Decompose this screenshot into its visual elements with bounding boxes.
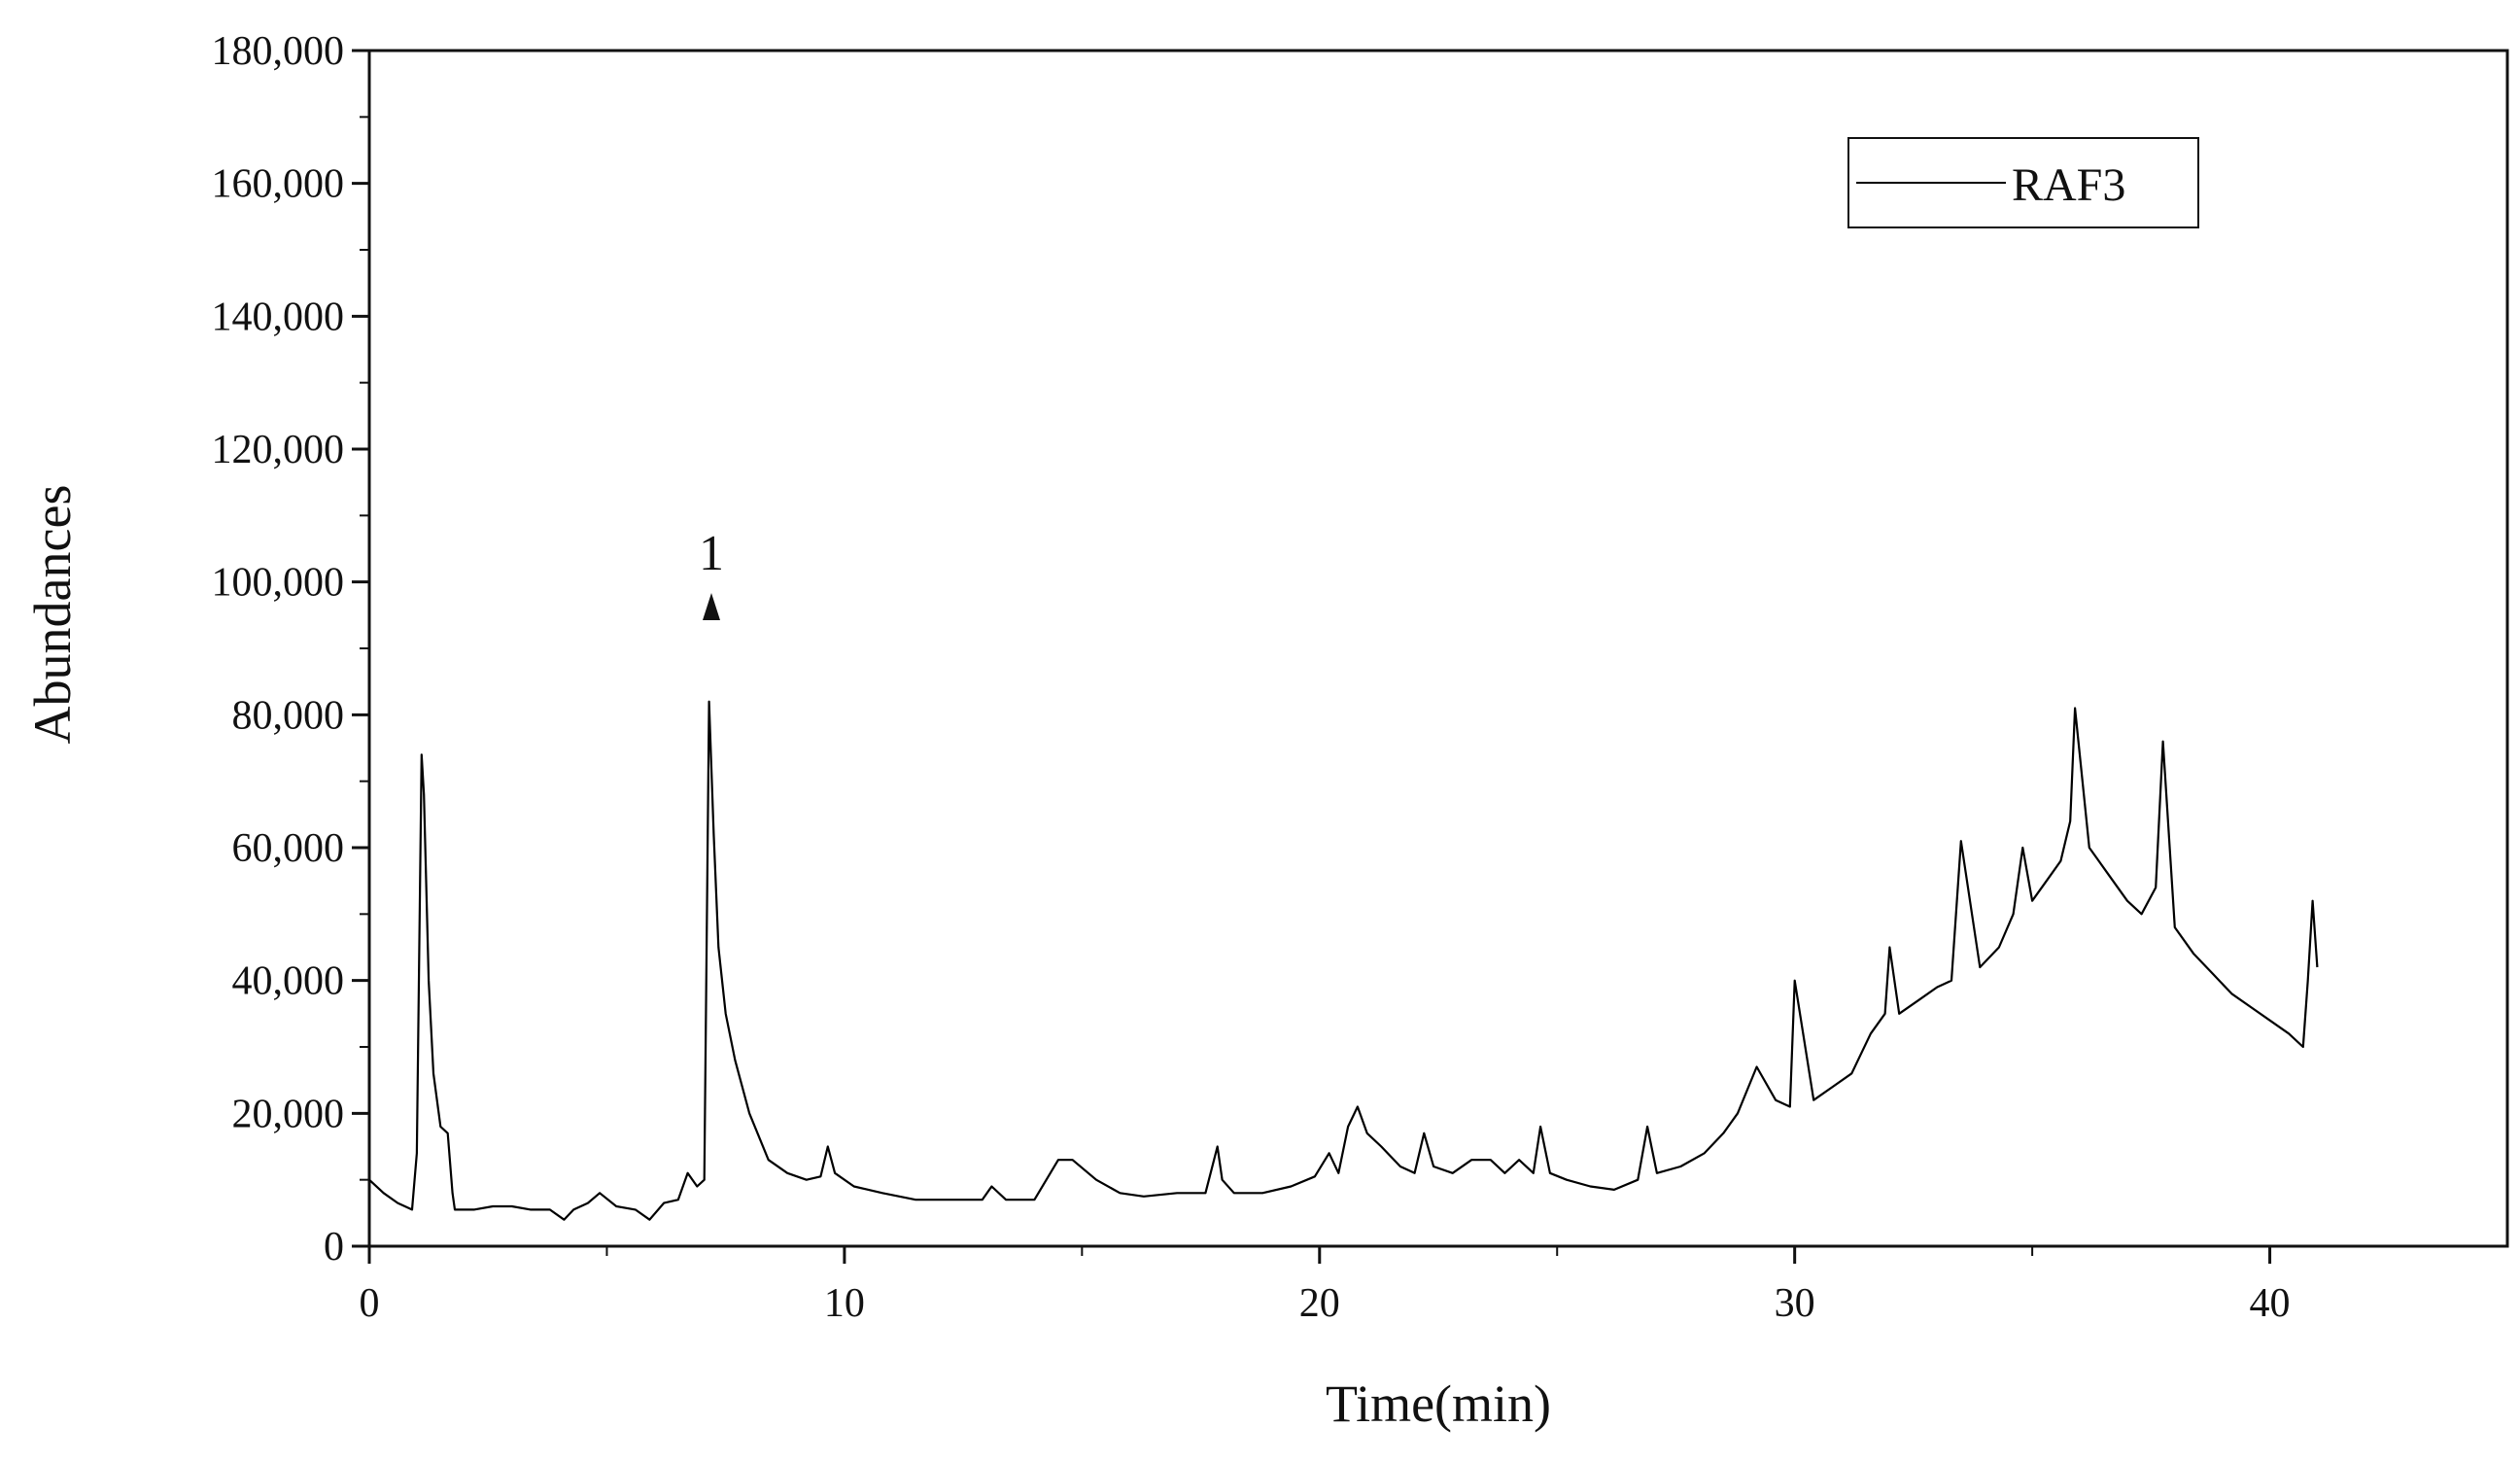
peak-annotation-label: 1 xyxy=(699,526,724,581)
legend: RAF3 xyxy=(1847,137,2199,228)
x-axis-ticks: 0 10 20 30 40 xyxy=(360,1246,2291,1326)
y-tick-label: 80,000 xyxy=(232,693,345,738)
peak-annotation-triangle-icon xyxy=(703,593,720,620)
y-tick-label: 120,000 xyxy=(212,428,345,472)
x-axis-title: Time(min) xyxy=(1326,1375,1551,1433)
series-layer xyxy=(368,700,2319,1221)
y-tick-label: 140,000 xyxy=(212,295,345,339)
y-tick-label: 100,000 xyxy=(212,561,345,606)
plot-frame xyxy=(367,49,2509,1248)
y-axis-ticks: 0 20,000 40,000 60,000 80,000 100,000 120,000 1… xyxy=(212,29,369,1270)
legend-entry-label: RAF3 xyxy=(2012,159,2125,211)
y-tick-label: 0 xyxy=(324,1225,344,1270)
series-line-raf3 xyxy=(368,700,2319,1221)
x-tick-label: 20 xyxy=(1299,1281,1340,1326)
y-tick-label: 40,000 xyxy=(232,959,345,1004)
y-tick-label: 180,000 xyxy=(212,29,345,74)
y-axis-title: Abundances xyxy=(23,485,82,745)
x-tick-label: 30 xyxy=(1775,1281,1815,1326)
x-tick-label: 10 xyxy=(824,1281,865,1326)
y-tick-label: 20,000 xyxy=(232,1092,345,1136)
peak-annotation: 1 xyxy=(699,526,724,620)
y-tick-label: 60,000 xyxy=(232,826,345,871)
x-tick-label: 0 xyxy=(360,1281,380,1326)
y-tick-label: 160,000 xyxy=(212,162,345,207)
x-tick-label: 40 xyxy=(2250,1281,2291,1326)
